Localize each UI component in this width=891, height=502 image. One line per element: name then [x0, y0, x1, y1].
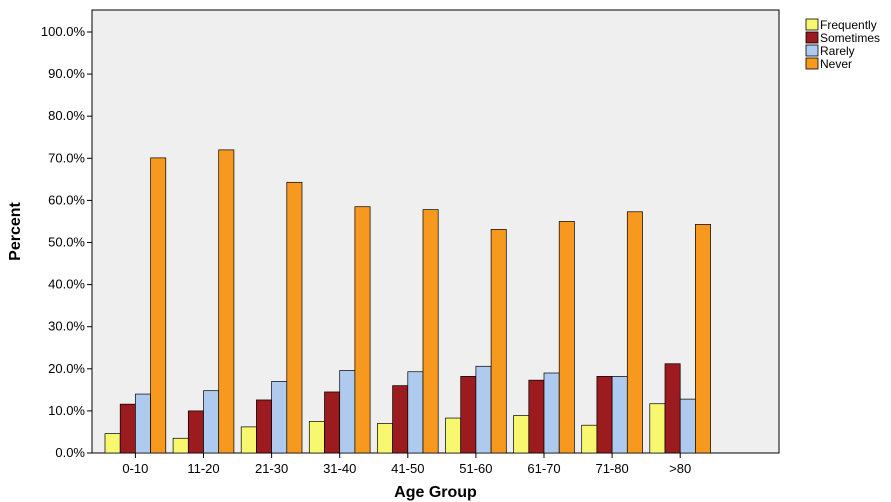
bar-sometimes-0 — [119, 403, 136, 454]
bar-rarely-5 — [475, 365, 492, 454]
bar-never-3 — [354, 206, 371, 454]
legend-swatch-frequently — [805, 18, 819, 31]
x-tick-label: 31-40 — [323, 461, 356, 476]
x-axis: 0-10 11-20 21-30 31-40 41-50 51-60 61-70 71-80 >… — [122, 453, 691, 476]
bar-rarely-3 — [339, 370, 356, 454]
bar-rarely-2 — [271, 381, 288, 454]
y-tick-label: 100.0% — [41, 24, 86, 39]
y-tick-label: 50.0% — [48, 235, 85, 250]
legend-swatch-rarely — [805, 44, 819, 57]
y-axis-title: Percent — [7, 201, 24, 260]
x-tick-label: 0-10 — [122, 461, 148, 476]
bar-sometimes-4 — [392, 385, 409, 454]
bar-never-0 — [150, 157, 167, 454]
legend-label-sometimes: Sometimes — [820, 31, 880, 45]
bar-rarely-7 — [611, 376, 628, 454]
y-tick-label: 20.0% — [48, 361, 85, 376]
y-tick-label: 80.0% — [48, 108, 85, 123]
bar-sometimes-8 — [664, 363, 681, 454]
x-tick-label: 21-30 — [255, 461, 288, 476]
bar-never-7 — [626, 211, 643, 454]
x-tick-label: 51-60 — [459, 461, 492, 476]
bar-frequently-6 — [513, 415, 530, 454]
y-tick-label: 70.0% — [48, 150, 85, 165]
bar-frequently-8 — [649, 403, 666, 454]
legend-label-never: Never — [820, 57, 852, 71]
bar-never-2 — [286, 181, 303, 454]
bar-rarely-0 — [135, 393, 151, 454]
bar-never-5 — [490, 229, 507, 454]
y-tick-label: 60.0% — [48, 192, 85, 207]
x-tick-label: 61-70 — [527, 461, 560, 476]
legend-swatch-sometimes — [805, 31, 819, 44]
bar-sometimes-1 — [187, 410, 204, 454]
x-tick-label: 41-50 — [391, 461, 424, 476]
x-tick-label: >80 — [669, 461, 691, 476]
bar-never-1 — [218, 149, 235, 454]
legend-swatch-never — [805, 57, 819, 70]
bar-rarely-1 — [203, 390, 220, 454]
y-tick-label: 90.0% — [48, 66, 85, 81]
x-tick-label: 11-20 — [187, 461, 219, 476]
bar-frequently-1 — [172, 437, 189, 454]
bar-rarely-4 — [407, 371, 424, 454]
bar-frequently-4 — [377, 423, 393, 454]
bars-group — [104, 149, 711, 454]
x-tick-label: 71-80 — [595, 461, 628, 476]
bar-frequently-7 — [581, 424, 598, 454]
y-tick-label: 10.0% — [48, 403, 85, 418]
bar-sometimes-5 — [460, 376, 477, 454]
bar-rarely-6 — [543, 372, 560, 454]
legend-label-rarely: Rarely — [820, 44, 855, 58]
y-axis: 0.0% 10.0% 20.0% 30.0% 40.0% 50.0% 60.0% 70.0% 8… — [41, 24, 92, 460]
legend-label-frequently: Frequently — [820, 18, 877, 32]
bar-sometimes-6 — [528, 379, 545, 454]
bar-never-6 — [558, 221, 575, 454]
bar-frequently-5 — [445, 417, 462, 454]
y-tick-label: 30.0% — [48, 319, 85, 334]
bar-frequently-3 — [308, 421, 325, 454]
bar-never-8 — [695, 224, 711, 454]
bar-sometimes-3 — [324, 391, 341, 454]
bar-sometimes-7 — [596, 376, 613, 454]
bar-rarely-8 — [679, 398, 696, 454]
bar-frequently-2 — [240, 426, 257, 454]
y-tick-label: 40.0% — [48, 277, 85, 292]
bar-sometimes-2 — [256, 399, 272, 454]
bar-frequently-0 — [104, 433, 121, 454]
x-axis-title: Age Group — [394, 484, 477, 501]
y-tick-label: 0.0% — [55, 445, 85, 460]
bar-never-4 — [422, 209, 439, 454]
